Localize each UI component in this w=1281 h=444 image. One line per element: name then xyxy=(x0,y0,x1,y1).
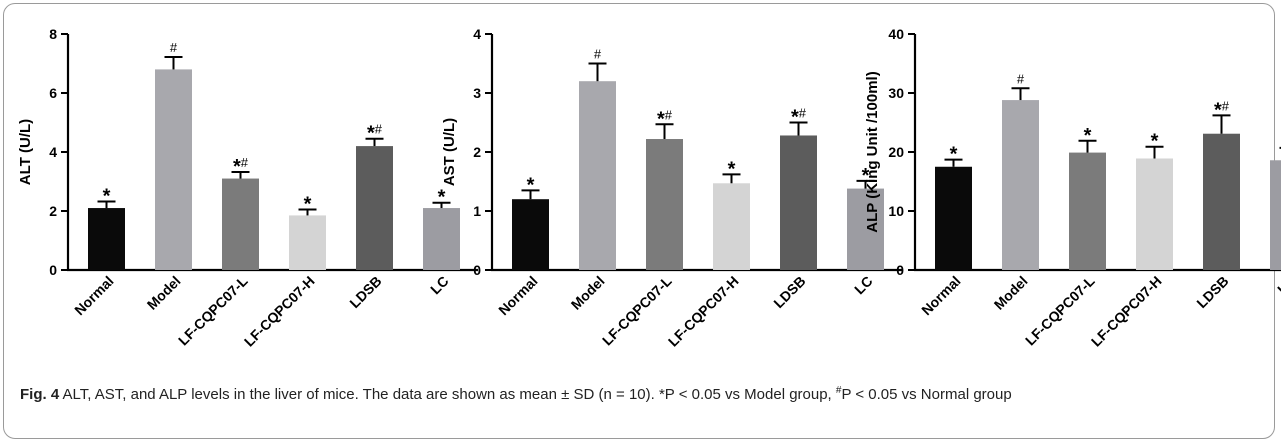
y-tick-label: 6 xyxy=(49,85,57,101)
bar-Model xyxy=(579,81,616,270)
figure-frame xyxy=(3,3,1275,439)
charts-area: ALT (U/L)02468*Normal#Model*#LF-CQPC07-L… xyxy=(17,26,1281,350)
x-tick-label: LF-CQPC07-L xyxy=(1022,272,1098,348)
caption-label: Fig. 4 xyxy=(20,386,60,403)
bar-LC xyxy=(423,208,460,270)
y-tick-label: 2 xyxy=(473,144,481,160)
bar-LDSB xyxy=(1203,133,1240,270)
y-tick-label: 0 xyxy=(473,262,481,278)
y-tick-label: 20 xyxy=(888,144,904,160)
x-tick-label: LDSB xyxy=(346,273,384,311)
x-tick-label: LF-CQPC07-L xyxy=(599,272,675,348)
bar-Model xyxy=(155,69,192,271)
x-tick-label: Model xyxy=(568,273,608,313)
x-tick-label: LDSB xyxy=(1193,273,1231,311)
y-axis-label: ALP (King Unit /100ml) xyxy=(864,71,881,232)
significance-label: * xyxy=(728,158,736,180)
bar-LC xyxy=(847,188,884,270)
bar-LDSB xyxy=(780,135,817,270)
y-tick-label: 30 xyxy=(888,85,904,101)
bar-Normal xyxy=(512,199,549,270)
significance-label: * xyxy=(103,186,111,208)
y-tick-label: 0 xyxy=(49,262,57,278)
chart-2: AST (U/L) 0 1 2 3 4 * Normal # Model *# LF-CQPC07-L… xyxy=(441,26,902,350)
x-tick-label: Normal xyxy=(918,273,963,318)
significance-label: *# xyxy=(233,155,249,178)
bar-Normal xyxy=(88,208,125,270)
x-tick-label: LC xyxy=(851,273,876,298)
significance-label: # xyxy=(1017,71,1025,86)
significance-label: *# xyxy=(1214,98,1230,121)
y-tick-label: 2 xyxy=(49,203,57,219)
y-tick-label: 10 xyxy=(888,203,904,219)
y-axis-label: AST (U/L) xyxy=(441,118,458,186)
x-tick-label: LC xyxy=(1274,273,1281,298)
caption-text-1: ALT, AST, and ALP levels in the liver of… xyxy=(59,386,836,403)
significance-label: * xyxy=(1084,125,1092,147)
bar-LF-CQPC07-H xyxy=(1136,158,1173,270)
chart-3: ALP (King Unit /100ml) 0 10 20 30 40 * Normal # M… xyxy=(864,26,1281,350)
x-tick-label: LC xyxy=(427,273,452,298)
y-tick-label: 0 xyxy=(896,262,904,278)
x-tick-label: Normal xyxy=(71,273,116,318)
figure-caption: Fig. 4 ALT, AST, and ALP levels in the l… xyxy=(20,384,1260,405)
bar-Model xyxy=(1002,100,1039,270)
caption-text-2: P < 0.05 vs Normal group xyxy=(841,386,1012,403)
bar-LF-CQPC07-L xyxy=(646,139,683,270)
significance-label: *# xyxy=(657,107,673,130)
significance-label: # xyxy=(170,40,178,55)
bar-LF-CQPC07-L xyxy=(1069,152,1106,270)
y-tick-label: 4 xyxy=(49,144,57,160)
y-tick-label: 40 xyxy=(888,26,904,42)
significance-label: *# xyxy=(791,106,807,129)
significance-label: * xyxy=(862,165,870,187)
bar-LF-CQPC07-L xyxy=(222,178,259,270)
significance-label: * xyxy=(950,144,958,166)
x-tick-label: LF-CQPC07-L xyxy=(175,272,251,348)
chart-1: ALT (U/L) 0 2 4 6 8 * Normal # Model *# LF-CQPC07-L… xyxy=(17,26,478,350)
x-tick-label: Normal xyxy=(495,273,540,318)
bar-LC xyxy=(1270,160,1281,270)
bar-LDSB xyxy=(356,146,393,270)
significance-label: * xyxy=(1151,131,1159,153)
significance-label: *# xyxy=(367,122,383,145)
x-tick-label: LF-CQPC07-H xyxy=(1088,273,1165,350)
y-tick-label: 1 xyxy=(473,203,481,219)
bar-LF-CQPC07-H xyxy=(289,215,326,270)
y-axis-label: ALT (U/L) xyxy=(17,119,34,185)
x-tick-label: Model xyxy=(991,273,1031,313)
significance-label: * xyxy=(438,187,446,209)
caption-hash: # xyxy=(835,385,842,396)
x-tick-label: LF-CQPC07-H xyxy=(665,273,742,350)
x-tick-label: LF-CQPC07-H xyxy=(241,273,318,350)
x-tick-label: Model xyxy=(144,273,184,313)
bar-LF-CQPC07-H xyxy=(713,183,750,270)
significance-label: # xyxy=(594,47,602,62)
y-tick-label: 4 xyxy=(473,26,481,42)
y-tick-label: 3 xyxy=(473,85,481,101)
y-tick-label: 8 xyxy=(49,26,57,42)
x-tick-label: LDSB xyxy=(770,273,808,311)
significance-label: * xyxy=(304,194,312,216)
bar-Normal xyxy=(935,166,972,270)
significance-label: * xyxy=(527,174,535,196)
